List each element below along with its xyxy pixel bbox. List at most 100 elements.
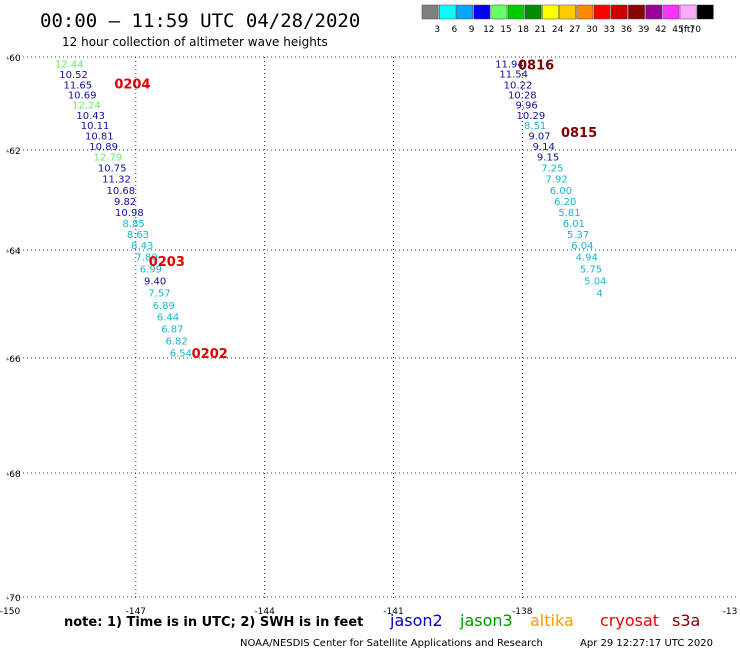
legend-swatch <box>593 4 611 20</box>
wave-height-point: 6.89 <box>153 301 175 312</box>
pass-time-label: 0203 <box>149 255 185 270</box>
legend-label: 42 <box>655 25 666 35</box>
wave-height-point: 9.40 <box>144 276 166 287</box>
wave-height-point: 5.04 <box>584 276 606 287</box>
wave-height-point: 10.69 <box>68 90 97 101</box>
longitude-tick-label: -138 <box>512 607 533 617</box>
legend-swatch <box>438 4 456 20</box>
pass-time-label: 0816 <box>518 59 554 74</box>
wave-height-point: 5.81 <box>558 208 580 219</box>
legend-label: 45 <box>672 25 683 35</box>
wave-height-point: 10.89 <box>89 142 118 153</box>
wave-height-point: 10.98 <box>115 208 144 219</box>
wave-height-point: 9.96 <box>515 101 537 112</box>
legend-swatch <box>559 4 577 20</box>
longitude-tick-label: -150 <box>0 607 20 617</box>
pass-time-label: 0202 <box>192 347 228 362</box>
legend-swatch <box>679 4 697 20</box>
wave-height-point: 5.75 <box>580 265 602 276</box>
satellite-name: s3a <box>672 611 700 630</box>
wave-height-point: 10.43 <box>76 111 105 122</box>
wave-height-point: 8.51 <box>524 121 546 132</box>
wave-height-point: 6.87 <box>161 325 183 336</box>
wave-height-point: 10.52 <box>59 70 88 81</box>
legend-label: 27 <box>569 25 580 35</box>
wave-height-point: 4.94 <box>576 253 598 264</box>
satellite-name: jason3 <box>459 611 513 630</box>
legend-label: 33 <box>603 25 614 35</box>
wave-height-point: 10.28 <box>508 90 537 101</box>
wave-height-point: 5.37 <box>567 230 589 241</box>
legend-swatch <box>507 4 525 20</box>
legend-swatch <box>490 4 508 20</box>
page-title: 00:00 — 11:59 UTC 04/28/2020 <box>40 10 360 32</box>
legend-swatch <box>456 4 473 20</box>
wave-height-point: 11.54 <box>499 70 528 81</box>
wave-height-point: 12.24 <box>72 101 101 112</box>
pass-time-label: 0815 <box>561 126 597 141</box>
legend-label: 39 <box>638 25 650 35</box>
wave-height-point: 6.00 <box>550 186 572 197</box>
latitude-tick-label: -66 <box>6 355 21 365</box>
satellite-name: altika <box>530 611 574 630</box>
footer-note: note: 1) Time is in UTC; 2) SWH is in fe… <box>64 615 363 630</box>
wave-height-point: 10.22 <box>504 80 533 91</box>
wave-height-point: 11.32 <box>102 175 131 186</box>
longitude-tick-label: -141 <box>383 607 403 617</box>
wave-height-point: 11.94 <box>495 59 524 70</box>
legend-label: 36 <box>621 25 633 35</box>
legend-swatch <box>473 4 491 20</box>
legend-swatch <box>542 4 559 20</box>
legend-label: 12 <box>483 25 494 35</box>
wave-height-point: 10.68 <box>106 186 135 197</box>
satellite-name: cryosat <box>600 611 659 630</box>
legend-label: 21 <box>535 25 546 35</box>
wave-height-point: 6.99 <box>140 265 162 276</box>
wave-height-point: 6.44 <box>157 313 179 324</box>
legend-swatch <box>421 4 439 20</box>
satellite-name: jason2 <box>389 611 443 630</box>
wave-height-point: 6.20 <box>554 197 576 208</box>
wave-height-point: 8.63 <box>127 230 149 241</box>
credit-text: NOAA/NESDIS Center for Satellite Applica… <box>240 638 543 649</box>
latitude-labels: -60 -62 -64 -66 -68 -70 <box>6 54 21 604</box>
legend-swatch <box>524 4 542 20</box>
wave-height-point: 7.25 <box>541 164 563 175</box>
legend-swatch <box>696 4 714 20</box>
latitude-tick-label: -68 <box>6 470 21 480</box>
longitude-labels: -150 -147 -144 -141 -138 -13 <box>0 607 737 617</box>
legend-swatch <box>645 4 663 20</box>
legend-label: 70 <box>689 25 701 35</box>
wave-height-point: 8.85 <box>123 219 145 230</box>
latitude-tick-label: -64 <box>6 247 21 257</box>
legend-label: 6 <box>452 25 458 35</box>
timestamp: Apr 29 12:27:17 UTC 2020 <box>580 638 713 649</box>
map-grid <box>7 56 737 600</box>
longitude-tick-label: -144 <box>254 607 275 617</box>
wave-height-point: 4 <box>596 288 602 299</box>
legend-label: 3 <box>434 25 440 35</box>
wave-height-point: 9.82 <box>114 197 136 208</box>
color-legend: 3 6 9 12 15 18 21 24 27 30 33 36 39 42 45 70(ft) <box>421 4 714 35</box>
legend-label: 24 <box>552 25 564 35</box>
latitude-tick-label: -62 <box>6 147 21 157</box>
legend-label: 15 <box>500 25 511 35</box>
wave-height-point: 6.54 <box>170 348 192 359</box>
legend-unit: (ft) <box>680 25 694 35</box>
legend-label: 30 <box>586 25 598 35</box>
wave-height-point: 11.65 <box>64 80 93 91</box>
legend-label: 9 <box>469 25 475 35</box>
wave-height-point: 9.07 <box>528 131 550 142</box>
legend-swatch <box>628 4 645 20</box>
wave-height-point: 9.14 <box>533 142 555 153</box>
legend-label: 18 <box>517 25 529 35</box>
wave-height-point: 10.81 <box>85 131 114 142</box>
wave-height-point: 6.04 <box>571 241 593 252</box>
wave-height-point: 6.82 <box>165 336 187 347</box>
page-subtitle: 12 hour collection of altimeter wave hei… <box>62 35 328 49</box>
wave-height-point: 10.75 <box>98 164 127 175</box>
wave-height-point: 9.15 <box>537 153 559 164</box>
wave-height-point: 7.80 <box>135 253 157 264</box>
